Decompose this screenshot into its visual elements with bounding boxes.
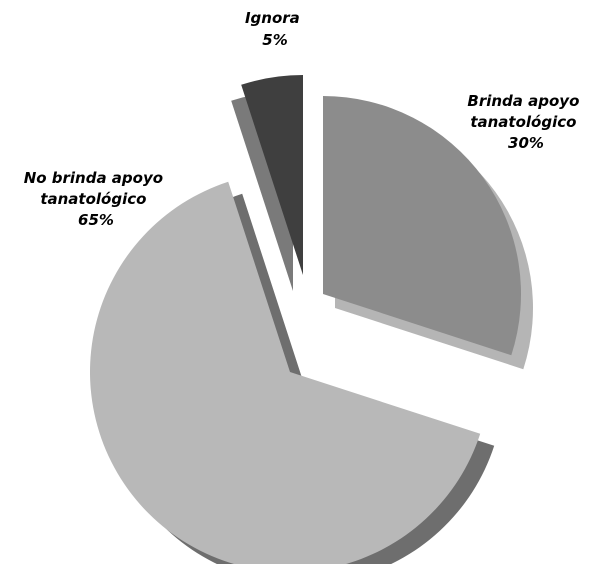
- slice-value-ignora: 5%: [262, 31, 287, 49]
- slice-brinda: [323, 96, 522, 356]
- slice-label-brinda-line-1: Brinda apoyo: [467, 92, 579, 110]
- slice-value-no-brinda: 65%: [78, 211, 114, 229]
- slice-label-brinda-line-2: tanatológico: [470, 113, 576, 131]
- slice-label-no-brinda: No brinda apoyo tanatológico 65%: [24, 169, 169, 229]
- slice-no-brinda: [90, 181, 481, 564]
- slice-label-brinda: Brinda apoyo tanatológico 30%: [467, 92, 584, 152]
- slice-label-no-brinda-line-2: tanatológico: [40, 190, 146, 208]
- slice-label-ignora: Ignora 5%: [245, 9, 305, 49]
- slice-value-brinda: 30%: [508, 134, 544, 152]
- slice-label-ignora-line-1: Ignora: [245, 9, 300, 27]
- slice-label-no-brinda-line-1: No brinda apoyo: [24, 169, 163, 187]
- slice-face-layer: [90, 75, 522, 564]
- slice-ignora: [241, 75, 303, 275]
